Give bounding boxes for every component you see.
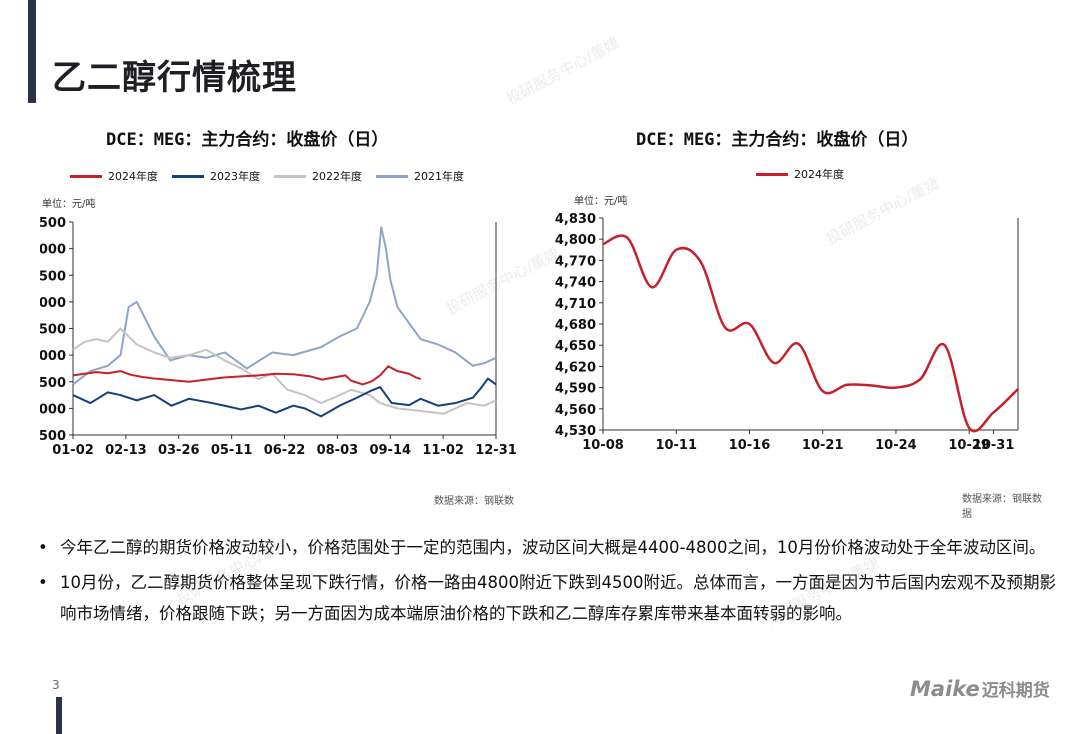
y-tick-label: 7,500 xyxy=(40,216,66,231)
source-label: 数据来源：钢联数据 xyxy=(962,494,1042,520)
x-tick-label: 05-11 xyxy=(211,443,253,458)
y-tick-label: 4,680 xyxy=(555,318,596,333)
y-tick-label: 4,500 xyxy=(40,376,66,391)
series-line-2023年度 xyxy=(72,377,497,418)
y-tick-label: 4,620 xyxy=(555,360,596,375)
chart-title: DCE：MEG：主力合约：收盘价（日） xyxy=(106,130,389,150)
y-tick-label: 4,770 xyxy=(555,254,596,269)
y-tick-label: 4,650 xyxy=(555,339,596,354)
chart-legend: 2024年度 2023年度 2022年度 2021年度 xyxy=(70,168,464,184)
x-tick-label: 12-31 xyxy=(475,443,517,458)
source-label: 数据来源：钢联数 xyxy=(434,496,514,507)
x-tick-label: 06-22 xyxy=(264,443,306,458)
chart-plot-right: 4,830 4,800 4,770 4,740 4,710 4,680 4,650 4,620… xyxy=(555,212,1019,453)
legend-label-2024: 2024年度 xyxy=(794,168,844,181)
x-tick-label: 01-02 xyxy=(52,443,94,458)
bullet-item: • 今年乙二醇的期货价格波动较小，价格范围处于一定的范围内，波动区间大概是440… xyxy=(38,532,1058,563)
series-line-2024年度 xyxy=(602,234,1019,433)
chart-legend: 2024年度 xyxy=(756,166,844,182)
logo-cn: 迈科期货 xyxy=(981,681,1050,701)
y-tick-label: 4,800 xyxy=(555,233,596,248)
chart-plot-left: 7,500 7,000 6,500 6,000 5,500 5,000 4,500 4,000… xyxy=(40,216,517,458)
x-tick-label: 09-14 xyxy=(369,443,411,458)
bullet-dot: • xyxy=(38,538,48,557)
y-tick-label: 4,830 xyxy=(555,212,596,227)
x-tick-label: 02-13 xyxy=(105,443,147,458)
chart-title: DCE：MEG：主力合约：收盘价（日） xyxy=(636,130,919,150)
legend-label-2021: 2021年度 xyxy=(414,170,464,183)
legend-item-2024: 2024年度 xyxy=(70,168,158,184)
series-line-2024年度 xyxy=(72,365,421,386)
footer-accent-bar xyxy=(56,697,62,734)
x-tick-label: 10-31 xyxy=(973,438,1015,453)
y-tick-label: 4,000 xyxy=(40,402,66,417)
x-tick-label: 10-21 xyxy=(802,438,844,453)
legend-swatch-2022 xyxy=(274,174,306,178)
legend-item-2021: 2021年度 xyxy=(376,168,464,184)
unit-label: 单位：元/吨 xyxy=(574,196,628,207)
bullet-text: 10月份，乙二醇期货价格整体呈现下跌行情，价格一路由4800附近下跌到4500附… xyxy=(60,573,1056,623)
page-title: 乙二醇行情梳理 xyxy=(52,58,297,98)
y-tick-label: 4,530 xyxy=(555,424,596,439)
y-tick-label: 5,500 xyxy=(40,323,66,338)
page-number: 3 xyxy=(52,678,60,692)
x-tick-label: 10-08 xyxy=(582,438,624,453)
bullet-item: • 10月份，乙二醇期货价格整体呈现下跌行情，价格一路由4800附近下跌到450… xyxy=(38,567,1058,629)
chart-panel-left: DCE：MEG：主力合约：收盘价（日） 2024年度 2023年度 2022年度… xyxy=(40,120,540,510)
legend-item-2024: 2024年度 xyxy=(756,166,844,182)
y-tick-label: 6,500 xyxy=(40,269,66,284)
x-tick-label: 11-02 xyxy=(422,443,464,458)
bullet-text: 今年乙二醇的期货价格波动较小，价格范围处于一定的范围内，波动区间大概是4400-… xyxy=(60,538,1046,557)
legend-item-2022: 2022年度 xyxy=(274,168,362,184)
bullet-dot: • xyxy=(38,573,48,592)
y-tick-label: 4,710 xyxy=(555,297,596,312)
legend-swatch-2024 xyxy=(756,172,788,176)
x-tick-label: 10-29 xyxy=(948,438,990,453)
watermark: 投研服务中心/董婕 xyxy=(503,33,623,109)
y-tick-label: 4,740 xyxy=(555,276,596,291)
legend-swatch-2024 xyxy=(70,174,102,178)
y-tick-label: 4,560 xyxy=(555,403,596,418)
legend-swatch-2021 xyxy=(376,174,408,178)
legend-item-2023: 2023年度 xyxy=(172,168,260,184)
legend-label-2024: 2024年度 xyxy=(108,170,158,183)
x-tick-label: 10-11 xyxy=(655,438,697,453)
y-tick-label: 7,000 xyxy=(40,243,66,258)
chart-panel-right: DCE：MEG：主力合约：收盘价（日） 2024年度 单位：元/吨 4,830 4… xyxy=(548,120,1048,520)
y-tick-label: 3,500 xyxy=(40,429,66,444)
y-tick-label: 6,000 xyxy=(40,296,66,311)
x-tick-label: 03-26 xyxy=(158,443,200,458)
bullet-list: • 今年乙二醇的期货价格波动较小，价格范围处于一定的范围内，波动区间大概是440… xyxy=(38,532,1058,629)
x-tick-label: 10-24 xyxy=(875,438,917,453)
x-tick-label: 10-16 xyxy=(729,438,771,453)
y-tick-label: 4,590 xyxy=(555,382,596,397)
unit-label: 单位：元/吨 xyxy=(42,199,96,210)
legend-swatch-2023 xyxy=(172,174,204,178)
legend-label-2022: 2022年度 xyxy=(312,170,362,183)
company-logo: Maike 迈科期货 xyxy=(910,676,1050,701)
legend-label-2023: 2023年度 xyxy=(210,170,260,183)
title-accent-bar xyxy=(28,0,36,103)
y-tick-label: 5,000 xyxy=(40,349,66,364)
series-line-2021年度 xyxy=(72,226,497,386)
logo-latin: Maike xyxy=(910,677,980,701)
x-tick-label: 08-03 xyxy=(317,443,359,458)
